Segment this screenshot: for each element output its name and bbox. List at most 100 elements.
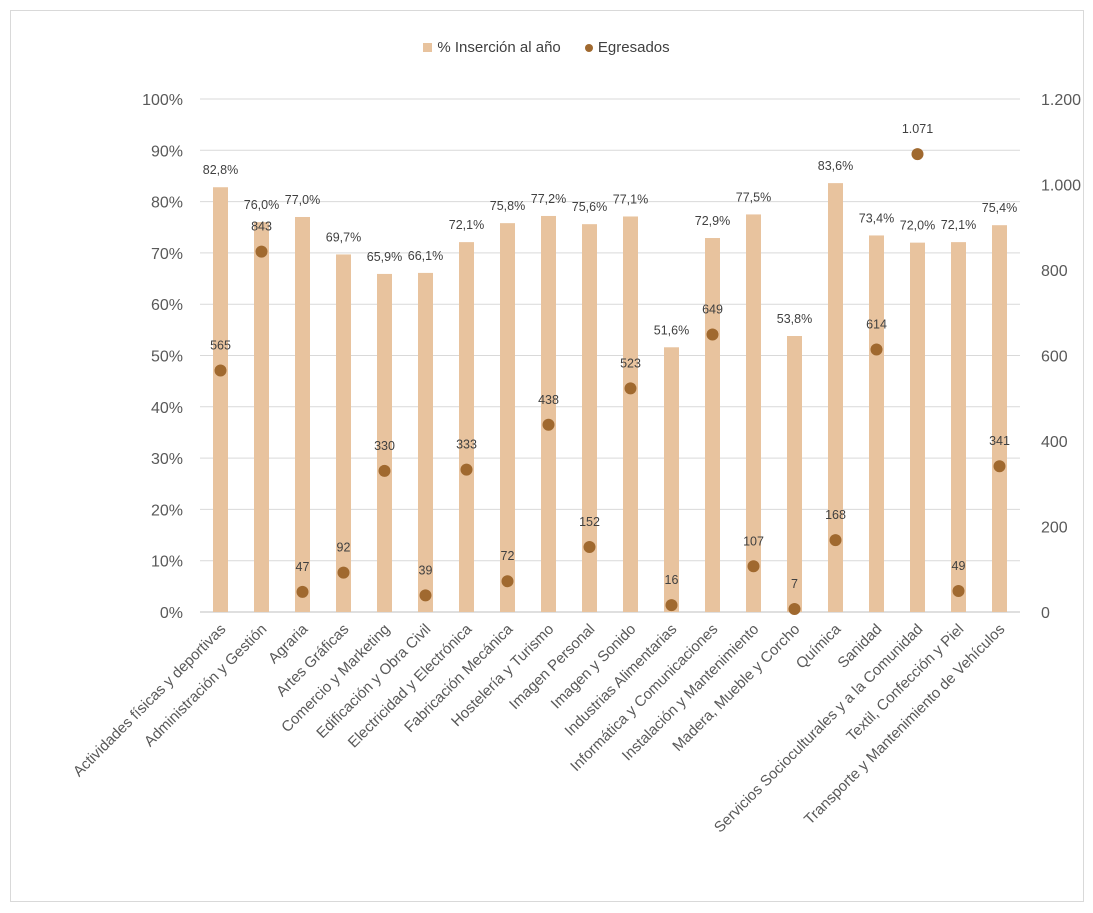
egresados-point: [337, 566, 350, 579]
bar: [992, 225, 1007, 612]
point-data-label: 7: [791, 577, 798, 591]
egresados-point: [255, 245, 268, 258]
point-data-label: 47: [296, 560, 310, 574]
bar-data-label: 77,1%: [613, 192, 648, 206]
left-axis-tick-label: 50%: [151, 349, 183, 366]
point-data-label: 152: [579, 515, 600, 529]
legend-item-egresados: Egresados: [584, 38, 670, 56]
left-axis-tick-label: 90%: [151, 143, 183, 160]
bar: [828, 183, 843, 612]
category-axis-label: Química: [793, 620, 845, 672]
point-data-label: 1.071: [902, 122, 933, 136]
bar: [254, 222, 269, 612]
bar-data-label: 66,1%: [408, 249, 443, 263]
left-axis-tick-label: 80%: [151, 195, 183, 212]
bar-data-label: 77,0%: [285, 193, 320, 207]
bar: [418, 272, 433, 612]
bar-data-label: 83,6%: [818, 159, 853, 173]
legend-dot-swatch: [584, 43, 593, 52]
left-axis-tick-label: 10%: [151, 554, 183, 571]
bar-data-label: 75,6%: [572, 200, 607, 214]
point-data-label: 341: [989, 434, 1010, 448]
point-data-label: 330: [374, 439, 395, 453]
bar-data-label: 72,1%: [449, 218, 484, 232]
bar-data-label: 72,1%: [941, 218, 976, 232]
egresados-point: [214, 364, 227, 377]
right-axis-tick-label: 600: [1041, 349, 1068, 366]
legend-item-insercion: % Inserción al año: [423, 38, 561, 56]
point-data-label: 333: [456, 438, 477, 452]
bar: [213, 187, 228, 612]
point-data-label: 565: [210, 338, 231, 352]
bar-data-label: 73,4%: [859, 211, 894, 225]
bar-data-label: 77,2%: [531, 192, 566, 206]
bar: [869, 235, 884, 612]
bar: [459, 242, 474, 612]
right-axis-tick-label: 200: [1041, 520, 1068, 537]
bar: [377, 273, 392, 612]
egresados-point: [788, 603, 801, 616]
bar: [746, 214, 761, 613]
bar: [582, 224, 597, 612]
point-data-label: 72: [501, 549, 515, 563]
egresados-point: [542, 418, 555, 431]
egresados-point: [460, 463, 473, 476]
left-axis-tick-label: 40%: [151, 400, 183, 417]
bar: [500, 223, 515, 612]
egresados-point: [296, 585, 309, 598]
bar: [910, 242, 925, 612]
left-axis-tick-label: 20%: [151, 502, 183, 519]
legend-label-insercion: % Inserción al año: [437, 38, 561, 56]
category-axis-label: Actividades físicas y deportivas: [70, 621, 229, 780]
egresados-point: [952, 585, 965, 598]
left-axis-tick-label: 30%: [151, 451, 183, 468]
legend-label-egresados: Egresados: [597, 38, 670, 56]
bar: [295, 216, 310, 613]
egresados-point: [378, 464, 391, 477]
bar: [705, 238, 720, 612]
bar: [951, 242, 966, 612]
egresados-point: [624, 382, 637, 395]
bar-data-label: 77,5%: [736, 190, 771, 204]
bar-data-label: 75,4%: [982, 201, 1017, 215]
egresados-point: [665, 599, 678, 612]
egresados-point: [501, 575, 514, 588]
bar: [787, 336, 802, 612]
right-axis-tick-label: 0: [1041, 605, 1050, 622]
right-axis-tick-label: 400: [1041, 434, 1068, 451]
bar-data-label: 53,8%: [777, 312, 812, 326]
right-axis-tick-label: 1.000: [1041, 178, 1081, 195]
point-data-label: 614: [866, 318, 887, 332]
legend-bar-swatch: [423, 43, 433, 53]
bar: [336, 254, 351, 612]
left-axis-tick-label: 70%: [151, 246, 183, 263]
point-data-label: 49: [952, 559, 966, 573]
chart-legend: % Inserción al año Egresados: [0, 38, 1093, 56]
bar-data-label: 72,9%: [695, 214, 730, 228]
point-data-label: 16: [665, 573, 679, 587]
left-axis-tick-label: 100%: [142, 92, 183, 109]
left-axis-tick-label: 0%: [160, 605, 183, 622]
point-data-label: 438: [538, 393, 559, 407]
bar-data-label: 69,7%: [326, 230, 361, 244]
left-axis-tick-label: 60%: [151, 297, 183, 314]
bar: [664, 347, 679, 612]
point-data-label: 649: [702, 303, 723, 317]
bar: [541, 215, 556, 613]
bar-data-label: 82,8%: [203, 163, 238, 177]
bar-data-label: 51,6%: [654, 323, 689, 337]
point-data-label: 843: [251, 220, 272, 234]
bar: [623, 216, 638, 613]
egresados-point: [747, 560, 760, 573]
right-axis-tick-label: 800: [1041, 263, 1068, 280]
egresados-point: [993, 460, 1006, 473]
point-data-label: 107: [743, 534, 764, 548]
point-data-label: 168: [825, 508, 846, 522]
bar-data-label: 72,0%: [900, 219, 935, 233]
point-data-label: 92: [337, 541, 351, 555]
bar-data-label: 76,0%: [244, 198, 279, 212]
egresados-point: [706, 328, 719, 341]
egresados-point: [870, 343, 883, 356]
point-data-label: 39: [419, 563, 433, 577]
egresados-point: [583, 541, 596, 554]
